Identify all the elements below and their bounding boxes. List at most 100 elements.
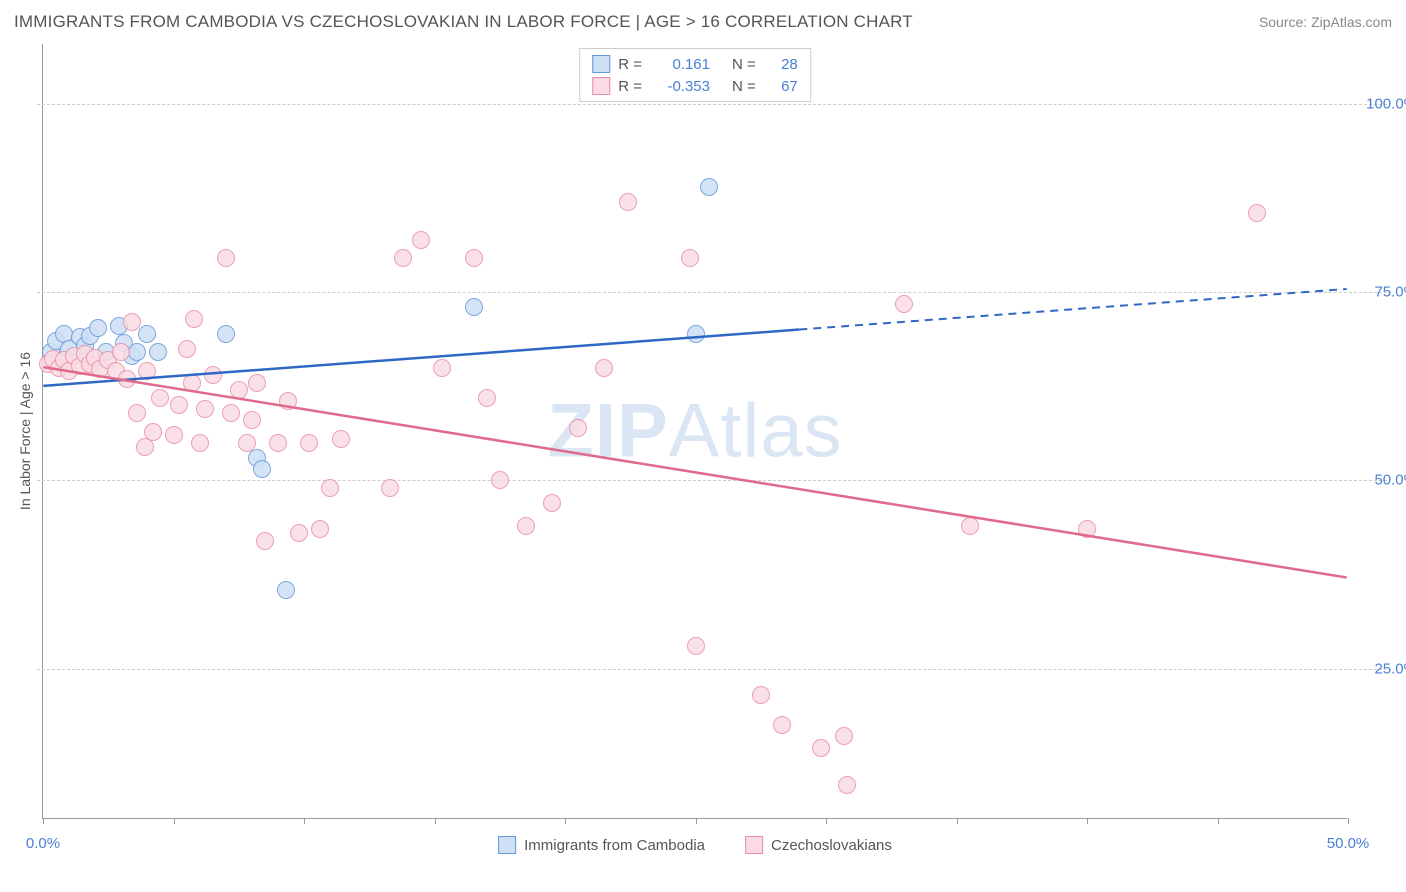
data-point-czech [1248,204,1266,222]
x-tick [957,818,958,824]
gridline-h [37,292,1387,293]
n-value: 67 [768,78,798,95]
data-point-czech [1078,520,1096,538]
data-point-czech [196,400,214,418]
r-label: R = [618,56,642,73]
data-point-czech [311,520,329,538]
data-point-cambodia [149,343,167,361]
data-point-cambodia [687,325,705,343]
x-tick [1348,818,1349,824]
x-tick-label: 0.0% [26,835,60,852]
data-point-czech [321,479,339,497]
series-legend-item: Immigrants from Cambodia [498,836,705,854]
data-point-cambodia [277,581,295,599]
x-tick [435,818,436,824]
data-point-czech [478,389,496,407]
x-tick [696,818,697,824]
data-point-czech [595,359,613,377]
data-point-czech [961,517,979,535]
data-point-czech [151,389,169,407]
data-point-czech [222,404,240,422]
x-tick-label: 50.0% [1327,835,1370,852]
y-tick-label: 50.0% [1374,472,1406,489]
data-point-czech [230,381,248,399]
data-point-czech [178,340,196,358]
data-point-czech [412,231,430,249]
legend-swatch [592,55,610,73]
data-point-czech [895,295,913,313]
data-point-czech [165,426,183,444]
data-point-czech [569,419,587,437]
y-tick-label: 75.0% [1374,284,1406,301]
data-point-czech [248,374,266,392]
gridline-h [37,480,1387,481]
data-point-czech [238,434,256,452]
series-legend-label: Immigrants from Cambodia [524,837,705,854]
data-point-czech [491,471,509,489]
n-label: N = [732,56,756,73]
data-point-czech [123,313,141,331]
correlation-legend-row: R = -0.353 N = 67 [592,75,798,97]
data-point-czech [118,370,136,388]
series-legend-item: Czechoslovakians [745,836,892,854]
watermark: ZIPAtlas [547,388,842,475]
data-point-czech [394,249,412,267]
source-label: Source: ZipAtlas.com [1259,14,1392,30]
x-tick [304,818,305,824]
n-label: N = [732,78,756,95]
correlation-legend-row: R = 0.161 N = 28 [592,53,798,75]
series-legend: Immigrants from Cambodia Czechoslovakians [498,836,892,854]
data-point-czech [279,392,297,410]
data-point-czech [543,494,561,512]
data-point-czech [243,411,261,429]
data-point-czech [300,434,318,452]
y-tick-label: 100.0% [1366,96,1406,113]
data-point-czech [290,524,308,542]
data-point-czech [217,249,235,267]
plot-area: In Labor Force | Age > 16 ZIPAtlas 25.0%… [42,44,1347,819]
data-point-czech [191,434,209,452]
header: IMMIGRANTS FROM CAMBODIA VS CZECHOSLOVAK… [14,12,1392,32]
series-legend-label: Czechoslovakians [771,837,892,854]
data-point-cambodia [89,319,107,337]
data-point-czech [517,517,535,535]
x-tick [1087,818,1088,824]
data-point-czech [619,193,637,211]
data-point-czech [144,423,162,441]
x-tick [1218,818,1219,824]
data-point-czech [433,359,451,377]
data-point-czech [332,430,350,448]
y-tick-label: 25.0% [1374,660,1406,677]
x-tick [826,818,827,824]
data-point-czech [773,716,791,734]
legend-swatch [745,836,763,854]
data-point-czech [752,686,770,704]
n-value: 28 [768,56,798,73]
legend-swatch [592,77,610,95]
correlation-legend: R = 0.161 N = 28 R = -0.353 N = 67 [579,48,811,102]
data-point-czech [256,532,274,550]
data-point-czech [170,396,188,414]
data-point-czech [269,434,287,452]
trendline-extrapolated-cambodia [799,289,1346,330]
r-value: -0.353 [654,78,710,95]
r-label: R = [618,78,642,95]
x-tick [43,818,44,824]
data-point-czech [812,739,830,757]
data-point-czech [835,727,853,745]
r-value: 0.161 [654,56,710,73]
data-point-czech [204,366,222,384]
trend-lines [43,44,1347,818]
data-point-cambodia [253,460,271,478]
x-tick [565,818,566,824]
gridline-h [37,669,1387,670]
data-point-czech [838,776,856,794]
data-point-czech [687,637,705,655]
data-point-cambodia [217,325,235,343]
gridline-h [37,104,1387,105]
data-point-cambodia [138,325,156,343]
data-point-czech [381,479,399,497]
data-point-czech [681,249,699,267]
chart-title: IMMIGRANTS FROM CAMBODIA VS CZECHOSLOVAK… [14,12,913,32]
legend-swatch [498,836,516,854]
